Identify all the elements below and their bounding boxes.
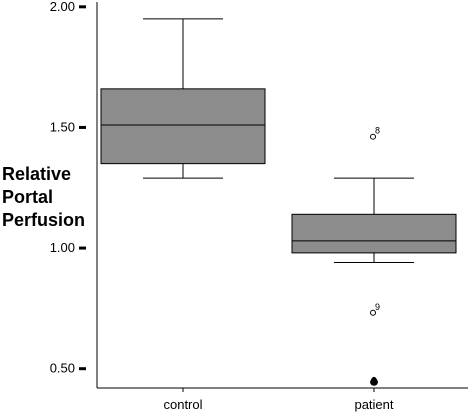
y-tick-label: 0.50 xyxy=(50,361,75,376)
x-tick-labels: control patient xyxy=(163,388,394,412)
boxes: 89 xyxy=(100,18,457,386)
y-tick-label: 1.00 xyxy=(50,240,75,255)
outlier-label: 9 xyxy=(375,302,380,312)
y-axis-title-line: Perfusion xyxy=(2,210,85,230)
x-tick-label: patient xyxy=(354,397,393,412)
y-ticks: 0.50 1.00 1.50 2.00 xyxy=(50,0,86,376)
box-patient: 89 xyxy=(291,126,457,386)
y-axis-title: Relative Portal Perfusion xyxy=(2,164,85,230)
box-control xyxy=(100,18,266,179)
outlier-marker xyxy=(370,133,376,140)
iqr-box xyxy=(291,213,457,254)
y-tick-label: 1.50 xyxy=(50,119,75,134)
axes xyxy=(96,2,468,389)
y-axis-title-line: Relative xyxy=(2,164,71,184)
x-tick-label: control xyxy=(163,397,202,412)
extreme-outlier-marker xyxy=(370,376,378,386)
outlier-marker xyxy=(370,309,376,316)
iqr-box xyxy=(100,88,266,165)
y-tick-label: 2.00 xyxy=(50,0,75,14)
outlier-label: 8 xyxy=(375,126,380,136)
y-axis-title-line: Portal xyxy=(2,187,53,207)
